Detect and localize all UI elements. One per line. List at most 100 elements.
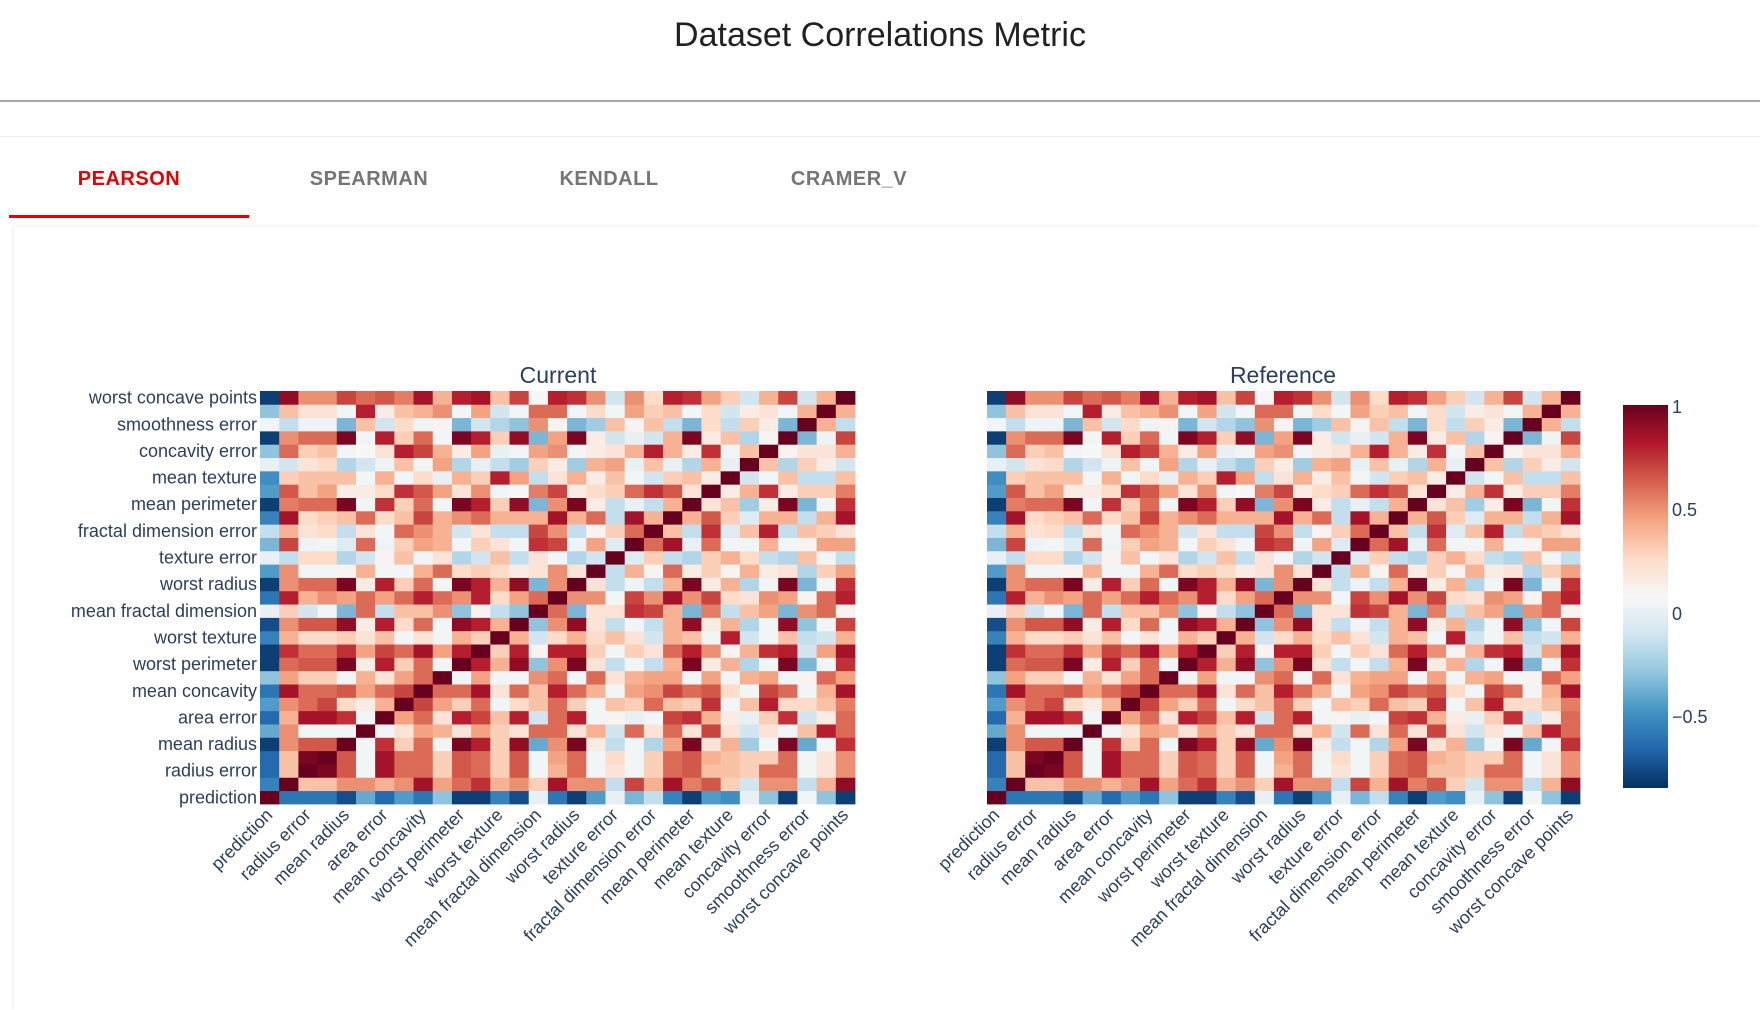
heatmap-cell[interactable] [1159, 697, 1179, 712]
heatmap-cell[interactable] [624, 724, 645, 738]
heatmap-cell[interactable] [1426, 617, 1447, 632]
heatmap-cell[interactable] [624, 764, 645, 778]
heatmap-cell[interactable] [1235, 510, 1256, 525]
heatmap-cell[interactable] [1312, 590, 1332, 605]
heatmap-cell[interactable] [528, 537, 549, 552]
heatmap-cell[interactable] [1197, 524, 1217, 538]
heatmap-cell[interactable] [739, 484, 760, 498]
heatmap-cell[interactable] [1044, 590, 1064, 605]
heatmap-cell[interactable] [663, 457, 683, 472]
heatmap-cell[interactable] [1101, 737, 1122, 752]
heatmap-cell[interactable] [1120, 430, 1141, 445]
heatmap-cell[interactable] [1407, 710, 1428, 725]
heatmap-cell[interactable] [1560, 750, 1581, 765]
heatmap-cell[interactable] [1006, 710, 1026, 725]
heatmap-cell[interactable] [1465, 497, 1485, 512]
heatmap-cell[interactable] [1178, 590, 1198, 605]
heatmap-cell[interactable] [1254, 484, 1275, 498]
heatmap-cell[interactable] [835, 404, 856, 419]
heatmap-cell[interactable] [1178, 484, 1198, 498]
heatmap-cell[interactable] [1216, 710, 1237, 725]
heatmap-cell[interactable] [759, 590, 779, 605]
heatmap-cell[interactable] [1044, 657, 1064, 672]
heatmap-cell[interactable] [682, 710, 702, 725]
heatmap-cell[interactable] [432, 790, 453, 805]
heatmap-cell[interactable] [987, 391, 1007, 405]
heatmap-cell[interactable] [1159, 710, 1179, 725]
heatmap-cell[interactable] [432, 750, 453, 765]
heatmap-cell[interactable] [432, 444, 453, 459]
heatmap-cell[interactable] [1216, 417, 1237, 432]
heatmap-cell[interactable] [1407, 577, 1428, 592]
heatmap-cell[interactable] [1484, 657, 1504, 672]
heatmap-cell[interactable] [279, 670, 299, 685]
heatmap-cell[interactable] [1140, 404, 1160, 419]
heatmap-cell[interactable] [413, 564, 434, 578]
heatmap-cell[interactable] [701, 657, 722, 672]
heatmap-cell[interactable] [1522, 630, 1543, 645]
heatmap-cell[interactable] [1484, 750, 1504, 765]
heatmap-cell[interactable] [1197, 657, 1217, 672]
heatmap-cell[interactable] [279, 470, 299, 485]
heatmap-cell[interactable] [720, 604, 741, 618]
heatmap-cell[interactable] [1426, 417, 1447, 432]
heatmap-cell[interactable] [835, 617, 856, 632]
heatmap-cell[interactable] [1293, 564, 1313, 578]
heatmap-cell[interactable] [1216, 590, 1237, 605]
heatmap-cell[interactable] [298, 724, 318, 738]
heatmap-cell[interactable] [413, 697, 434, 712]
heatmap-cell[interactable] [355, 750, 376, 765]
heatmap-cell[interactable] [413, 470, 434, 485]
heatmap-cell[interactable] [739, 510, 760, 525]
heatmap-cell[interactable] [279, 497, 299, 512]
heatmap-cell[interactable] [547, 484, 568, 498]
heatmap-cell[interactable] [643, 684, 664, 698]
heatmap-cell[interactable] [1120, 724, 1141, 738]
heatmap-cell[interactable] [778, 510, 798, 525]
heatmap-cell[interactable] [1446, 697, 1466, 712]
heatmap-cell[interactable] [509, 697, 530, 712]
heatmap-cell[interactable] [355, 564, 376, 578]
heatmap-cell[interactable] [1006, 657, 1026, 672]
heatmap-cell[interactable] [1044, 737, 1064, 752]
heatmap-cell[interactable] [816, 670, 837, 685]
heatmap-cell[interactable] [1293, 657, 1313, 672]
heatmap-cell[interactable] [643, 457, 664, 472]
heatmap-cell[interactable] [605, 537, 626, 552]
heatmap-cell[interactable] [1006, 391, 1026, 405]
heatmap-cell[interactable] [1140, 457, 1160, 472]
heatmap-cell[interactable] [1522, 537, 1543, 552]
heatmap-cell[interactable] [279, 710, 299, 725]
heatmap-cell[interactable] [987, 777, 1007, 792]
heatmap-cell[interactable] [1082, 710, 1103, 725]
heatmap-cell[interactable] [298, 644, 318, 658]
heatmap-cell[interactable] [778, 577, 798, 592]
heatmap-cell[interactable] [1044, 510, 1064, 525]
heatmap-cell[interactable] [1312, 510, 1332, 525]
heatmap-cell[interactable] [1312, 644, 1332, 658]
heatmap-cell[interactable] [797, 497, 818, 512]
heatmap-cell[interactable] [1407, 470, 1428, 485]
heatmap-cell[interactable] [643, 484, 664, 498]
heatmap-cell[interactable] [1388, 444, 1409, 459]
heatmap-cell[interactable] [778, 630, 798, 645]
heatmap-cell[interactable] [1369, 764, 1390, 778]
heatmap-cell[interactable] [1197, 764, 1217, 778]
heatmap-cell[interactable] [605, 470, 626, 485]
heatmap-cell[interactable] [528, 457, 549, 472]
heatmap-cell[interactable] [260, 590, 280, 605]
heatmap-cell[interactable] [260, 657, 280, 672]
heatmap-cell[interactable] [547, 590, 568, 605]
heatmap-cell[interactable] [1006, 590, 1026, 605]
heatmap-cell[interactable] [987, 724, 1007, 738]
heatmap-cell[interactable] [643, 564, 664, 578]
heatmap-cell[interactable] [720, 484, 741, 498]
heatmap-cell[interactable] [1388, 617, 1409, 632]
heatmap-cell[interactable] [1197, 750, 1217, 765]
heatmap-cell[interactable] [682, 444, 702, 459]
heatmap-cell[interactable] [1120, 777, 1141, 792]
heatmap-cell[interactable] [1350, 391, 1370, 405]
heatmap-cell[interactable] [778, 404, 798, 419]
heatmap-cell[interactable] [586, 684, 606, 698]
heatmap-cell[interactable] [987, 550, 1007, 565]
